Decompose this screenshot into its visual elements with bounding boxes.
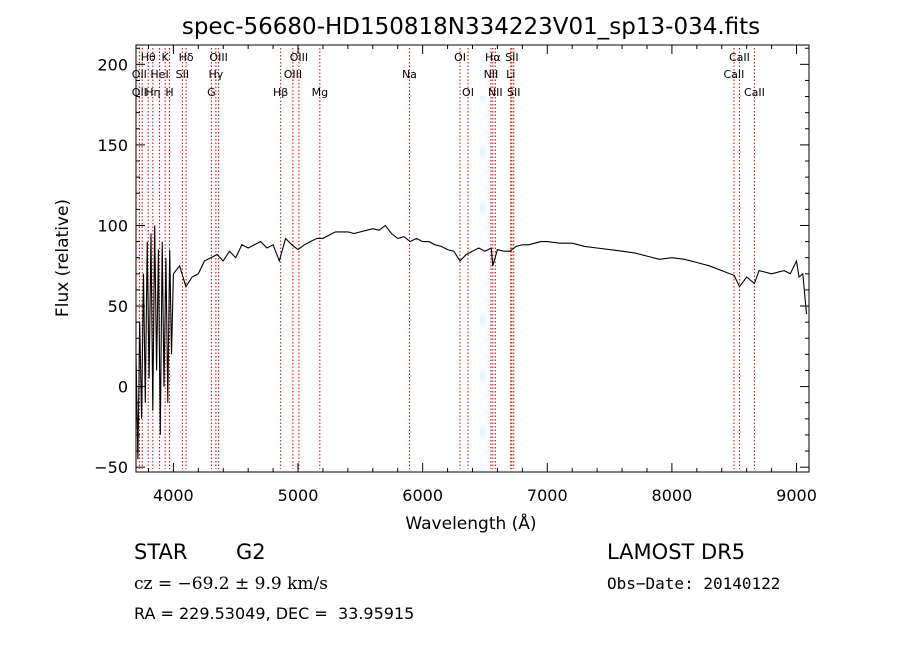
survey-name: LAMOST DR5 bbox=[607, 540, 746, 564]
line-marker-label: Hγ bbox=[208, 68, 223, 81]
line-marker-label: Mg bbox=[312, 86, 328, 99]
x-tick-label: 6000 bbox=[402, 486, 443, 505]
y-axis-ticks: −50 0 50 100 150 200 bbox=[94, 47, 809, 477]
x-tick-label: 4000 bbox=[153, 486, 194, 505]
object-subclass: G2 bbox=[236, 540, 266, 564]
line-marker-label: OIII bbox=[284, 68, 302, 81]
y-tick-label: 150 bbox=[97, 136, 128, 155]
line-marker-label: Na bbox=[402, 68, 417, 81]
line-marker-label: CaII bbox=[729, 51, 750, 64]
x-tick-label: 7000 bbox=[527, 486, 568, 505]
line-marker-label: SII bbox=[176, 68, 189, 81]
line-marker-label: G bbox=[207, 86, 216, 99]
line-marker-label: SII bbox=[505, 51, 518, 64]
line-marker-label: CaII bbox=[744, 86, 765, 99]
chart-title: spec-56680-HD150818N334223V01_sp13-034.f… bbox=[182, 14, 760, 40]
redshift-velocity: cz = −69.2 ± 9.9 km/s bbox=[134, 574, 328, 594]
x-tick-label: 8000 bbox=[652, 486, 693, 505]
line-marker-label: OIII bbox=[290, 51, 308, 64]
line-marker-label: Hβ bbox=[273, 86, 288, 99]
line-marker-label: K bbox=[162, 51, 170, 64]
spectrum-line bbox=[135, 224, 808, 460]
line-marker-label: SII bbox=[507, 86, 520, 99]
line-marker-label: Hη bbox=[145, 86, 160, 99]
line-marker-label: CaII bbox=[724, 68, 745, 81]
y-tick-label: 200 bbox=[97, 55, 128, 74]
line-marker-label: NII bbox=[484, 68, 499, 81]
y-tick-label: −50 bbox=[94, 458, 128, 477]
line-marker-labels: OIIOIIHθHηHeIKHSIIHδGHγOIIIHβOIIIOIIIMgN… bbox=[132, 51, 765, 99]
line-marker-label: OI bbox=[462, 86, 474, 99]
line-marker-label: Hα bbox=[485, 51, 501, 64]
line-marker-label: HeI bbox=[150, 68, 168, 81]
line-marker-label: NII bbox=[488, 86, 503, 99]
x-axis-ticks: 4000 5000 6000 7000 8000 9000 bbox=[147, 45, 817, 505]
sky-coordinates: RA = 229.53049, DEC = 33.95915 bbox=[134, 604, 415, 623]
line-marker-label: OII bbox=[132, 86, 147, 99]
line-marker-label: Hδ bbox=[179, 51, 194, 64]
plot-frame bbox=[135, 44, 810, 473]
y-tick-label: 100 bbox=[97, 216, 128, 235]
y-tick-label: 50 bbox=[108, 297, 128, 316]
line-marker-label: OIII bbox=[209, 51, 227, 64]
y-tick-label: 0 bbox=[118, 378, 128, 397]
line-marker-label: OI bbox=[454, 51, 466, 64]
x-tick-label: 9000 bbox=[776, 486, 817, 505]
observation-date: Obs−Date: 20140122 bbox=[607, 574, 781, 593]
line-marker-label: OII bbox=[132, 68, 147, 81]
line-markers bbox=[138, 48, 755, 469]
line-marker-label: Li bbox=[506, 68, 515, 81]
line-marker-label: Hθ bbox=[141, 51, 156, 64]
object-type: STAR bbox=[134, 540, 188, 564]
y-axis-label: Flux (relative) bbox=[53, 199, 73, 317]
line-marker-label: H bbox=[165, 86, 173, 99]
x-axis-label: Wavelength (Å) bbox=[405, 512, 536, 534]
x-tick-label: 5000 bbox=[278, 486, 319, 505]
